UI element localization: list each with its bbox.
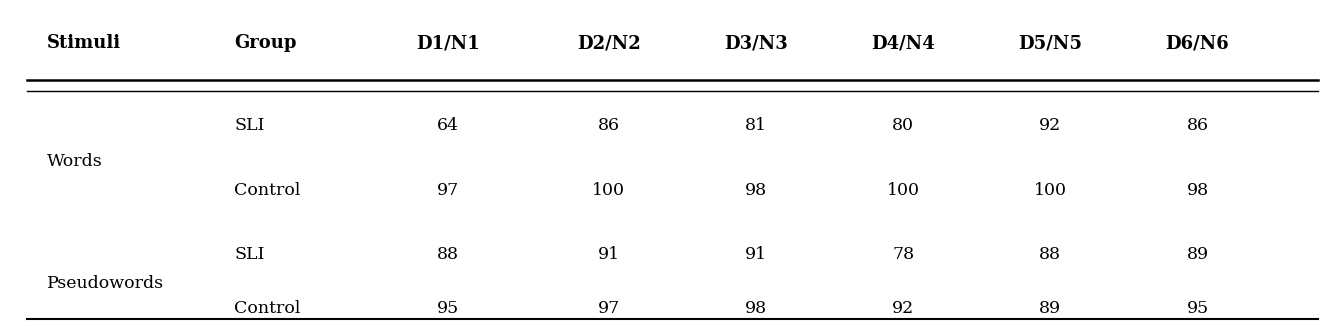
- Text: 88: 88: [1040, 246, 1061, 263]
- Text: 86: 86: [598, 117, 619, 134]
- Text: 64: 64: [438, 117, 459, 134]
- Text: 97: 97: [598, 300, 619, 317]
- Text: 86: 86: [1187, 117, 1208, 134]
- Text: Control: Control: [234, 182, 301, 199]
- Text: 95: 95: [438, 300, 459, 317]
- Text: Group: Group: [234, 34, 297, 52]
- Text: 92: 92: [1040, 117, 1061, 134]
- Text: 92: 92: [892, 300, 914, 317]
- Text: 89: 89: [1040, 300, 1061, 317]
- Text: Control: Control: [234, 300, 301, 317]
- Text: 78: 78: [892, 246, 914, 263]
- Text: Words: Words: [47, 153, 103, 170]
- Text: 81: 81: [745, 117, 767, 134]
- Text: 80: 80: [892, 117, 914, 134]
- Text: 98: 98: [1187, 182, 1208, 199]
- Text: 98: 98: [745, 300, 767, 317]
- Text: D2/N2: D2/N2: [577, 34, 641, 52]
- Text: SLI: SLI: [234, 117, 265, 134]
- Text: D1/N1: D1/N1: [416, 34, 480, 52]
- Text: D5/N5: D5/N5: [1018, 34, 1082, 52]
- Text: 98: 98: [745, 182, 767, 199]
- Text: SLI: SLI: [234, 246, 265, 263]
- Text: Stimuli: Stimuli: [47, 34, 120, 52]
- Text: D6/N6: D6/N6: [1165, 34, 1230, 52]
- Text: 88: 88: [438, 246, 459, 263]
- Text: Pseudowords: Pseudowords: [47, 275, 165, 292]
- Text: D3/N3: D3/N3: [724, 34, 788, 52]
- Text: 97: 97: [438, 182, 459, 199]
- Text: 100: 100: [593, 182, 625, 199]
- Text: 91: 91: [745, 246, 767, 263]
- Text: 100: 100: [887, 182, 919, 199]
- Text: D4/N4: D4/N4: [871, 34, 935, 52]
- Text: 89: 89: [1187, 246, 1208, 263]
- Text: 91: 91: [598, 246, 619, 263]
- Text: 100: 100: [1034, 182, 1066, 199]
- Text: 95: 95: [1187, 300, 1208, 317]
